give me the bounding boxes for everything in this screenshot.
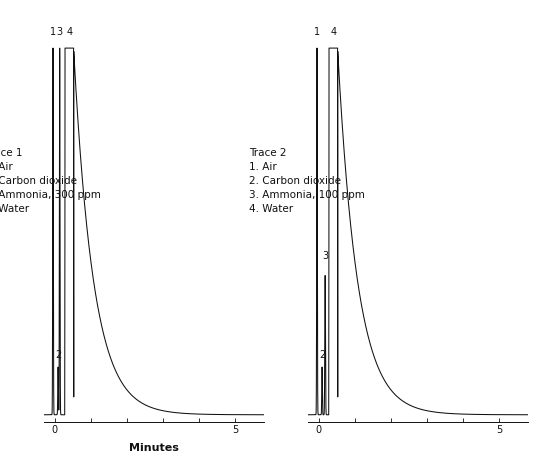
Text: 2: 2 xyxy=(319,350,325,360)
Text: 1: 1 xyxy=(50,27,56,37)
Text: 1: 1 xyxy=(314,27,320,37)
Text: 3: 3 xyxy=(57,27,63,37)
Text: Trace 2
1. Air
2. Carbon dioxide
3. Ammonia, 100 ppm
4. Water: Trace 2 1. Air 2. Carbon dioxide 3. Ammo… xyxy=(249,148,365,214)
Text: 3: 3 xyxy=(322,251,328,261)
X-axis label: Minutes: Minutes xyxy=(129,443,179,453)
Text: 2: 2 xyxy=(55,350,61,360)
Text: 4: 4 xyxy=(66,27,72,37)
Text: Trace 1
1. Air
2. Carbon dioxide
3. Ammonia, 300 ppm
4. Water: Trace 1 1. Air 2. Carbon dioxide 3. Ammo… xyxy=(0,148,101,214)
Text: 4: 4 xyxy=(330,27,336,37)
